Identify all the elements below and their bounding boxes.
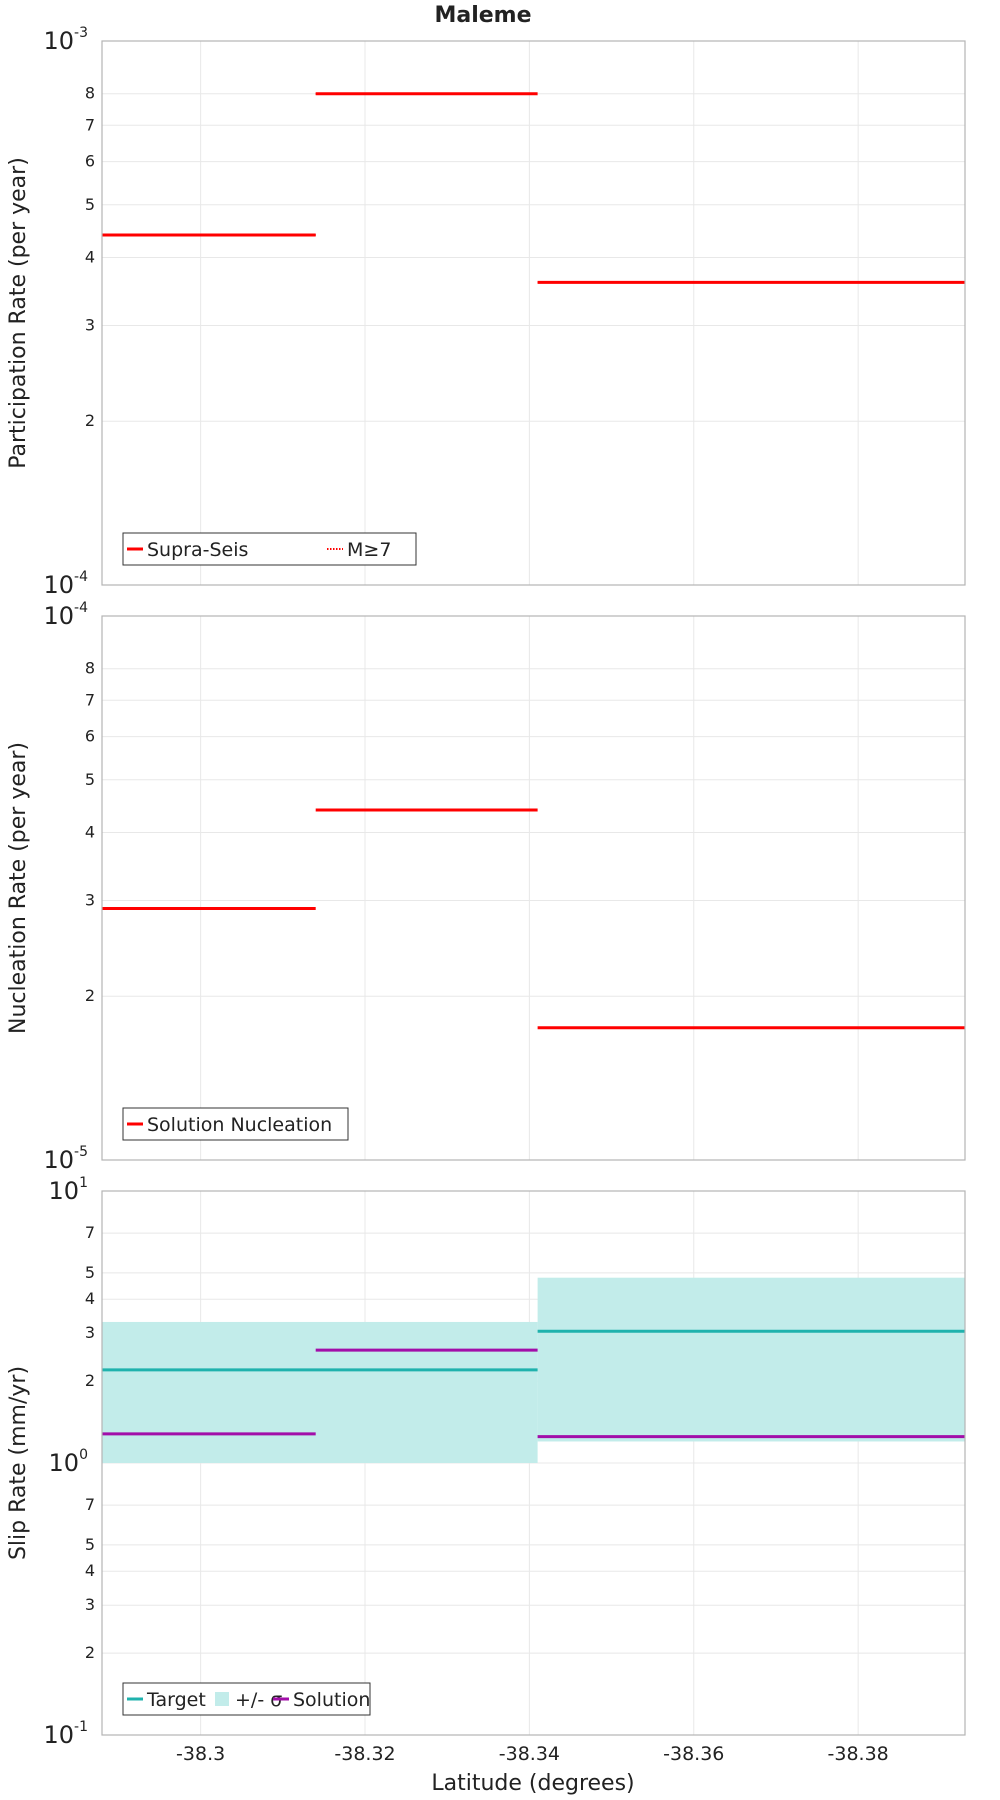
y-tick-label: 4 xyxy=(85,1289,95,1308)
plot-frame xyxy=(101,1190,966,1736)
legend-box xyxy=(122,532,417,566)
y-axis-label: Nucleation Rate (per year) xyxy=(6,742,31,1034)
legend-label: M≥7 xyxy=(347,539,391,561)
legend-label: Target xyxy=(146,1689,206,1711)
sigma-band xyxy=(537,1277,965,1442)
plot-frame xyxy=(101,40,966,586)
y-tick-label: 7 xyxy=(85,690,95,709)
x-tick-label: -38.38 xyxy=(828,1743,889,1765)
legend-label: Solution xyxy=(293,1689,370,1711)
y-tick-label-major: 101 xyxy=(49,1175,88,1205)
y-tick-label: 2 xyxy=(85,411,95,430)
x-tick-label: -38.3 xyxy=(176,1743,225,1765)
y-tick-label: 4 xyxy=(85,247,95,266)
y-tick-label: 5 xyxy=(85,195,95,214)
plot-frame xyxy=(101,615,966,1161)
y-tick-label: 7 xyxy=(85,1495,95,1514)
y-tick-label: 7 xyxy=(85,1223,95,1242)
y-tick-label-major: 100 xyxy=(49,1447,88,1477)
y-tick-label: 2 xyxy=(85,986,95,1005)
y-tick-label-major: 10-5 xyxy=(43,1144,88,1174)
y-tick-label: 4 xyxy=(85,1561,95,1580)
tick-exponent: -1 xyxy=(74,1719,88,1735)
legend-swatch-sigma xyxy=(215,1692,229,1706)
figure-title: Maleme xyxy=(434,3,531,28)
tick-base: 10 xyxy=(43,1721,74,1749)
y-tick-label: 6 xyxy=(85,727,95,746)
x-tick-label: -38.32 xyxy=(334,1743,395,1765)
y-tick-label-major: 10-4 xyxy=(43,569,88,599)
y-tick-label: 3 xyxy=(85,1323,95,1342)
tick-exponent: 0 xyxy=(79,1447,88,1463)
tick-exponent: -5 xyxy=(74,1144,88,1160)
x-axis-label: Latitude (degrees) xyxy=(431,1771,634,1796)
y-tick-label-major: 10-4 xyxy=(43,600,88,630)
legend-label: +/- σ xyxy=(235,1689,282,1711)
tick-base: 10 xyxy=(43,602,74,630)
y-tick-label: 8 xyxy=(85,659,95,678)
tick-exponent: -4 xyxy=(74,600,88,616)
sigma-band xyxy=(102,1321,538,1463)
y-axis-label: Participation Rate (per year) xyxy=(6,157,31,469)
legend: Solution Nucleation xyxy=(122,1107,349,1141)
tick-base: 10 xyxy=(49,1177,80,1205)
x-tick-label: -38.36 xyxy=(663,1743,724,1765)
tick-exponent: 1 xyxy=(79,1175,88,1191)
y-tick-label: 5 xyxy=(85,1263,95,1282)
y-tick-label: 8 xyxy=(85,84,95,103)
y-tick-label: 7 xyxy=(85,115,95,134)
legend: Target +/- σ Solution xyxy=(122,1682,371,1716)
x-tick-label: -38.34 xyxy=(499,1743,560,1765)
legend-label: Solution Nucleation xyxy=(147,1114,332,1136)
y-tick-label: 4 xyxy=(85,822,95,841)
y-tick-label: 5 xyxy=(85,770,95,789)
y-tick-label: 2 xyxy=(85,1371,95,1390)
y-tick-label: 3 xyxy=(85,315,95,334)
legend-box xyxy=(122,1107,349,1141)
y-tick-label: 3 xyxy=(85,890,95,909)
legend-box xyxy=(122,1682,371,1716)
y-tick-label-major: 10-1 xyxy=(43,1719,88,1749)
tick-base: 10 xyxy=(49,1449,80,1477)
legend: Supra-Seis M≥7 xyxy=(122,532,417,566)
tick-base: 10 xyxy=(43,27,74,55)
tick-exponent: -4 xyxy=(74,569,88,585)
tick-base: 10 xyxy=(43,571,74,599)
x-ticks: -38.3 -38.32 -38.34 -38.36 -38.38 xyxy=(176,1743,889,1765)
y-tick-label: 5 xyxy=(85,1535,95,1554)
tick-base: 10 xyxy=(43,1146,74,1174)
legend-label: Supra-Seis xyxy=(147,539,248,561)
tick-exponent: -3 xyxy=(74,25,88,41)
y-tick-label: 2 xyxy=(85,1643,95,1662)
y-tick-label: 3 xyxy=(85,1595,95,1614)
y-tick-label: 6 xyxy=(85,152,95,171)
y-tick-label-major: 10-3 xyxy=(43,25,88,55)
y-axis-label: Slip Rate (mm/yr) xyxy=(6,1366,31,1560)
